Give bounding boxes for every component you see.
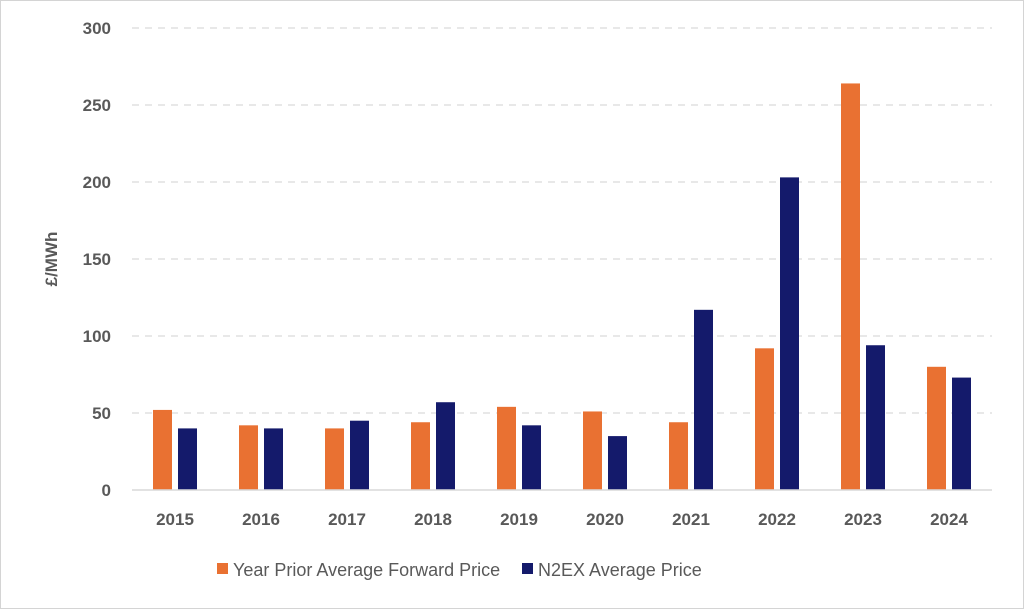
bar-n2ex-price-2017 — [350, 420, 369, 490]
y-tick-label: 200 — [83, 173, 111, 192]
bar-forward-price-2019 — [497, 406, 516, 490]
bar-n2ex-price-2020 — [608, 436, 627, 490]
x-tick-label: 2018 — [414, 510, 452, 529]
bar-n2ex-price-2021 — [694, 309, 713, 490]
y-tick-label: 250 — [83, 96, 111, 115]
y-tick-label: 150 — [83, 250, 111, 269]
legend: Year Prior Average Forward Price N2EX Ave… — [217, 560, 702, 580]
bar-forward-price-2018 — [411, 422, 430, 490]
x-tick-label: 2023 — [844, 510, 882, 529]
bar-n2ex-price-2024 — [952, 377, 971, 490]
bar-forward-price-2020 — [583, 411, 602, 490]
y-tick-label: 0 — [102, 481, 111, 500]
bar-n2ex-price-2015 — [178, 428, 197, 490]
bar-n2ex-price-2022 — [780, 177, 799, 490]
legend-label: N2EX Average Price — [538, 560, 702, 580]
legend-item: N2EX Average Price — [522, 560, 702, 580]
x-tick-label: 2024 — [930, 510, 968, 529]
x-tick-label: 2016 — [242, 510, 280, 529]
legend-item: Year Prior Average Forward Price — [217, 560, 500, 580]
legend-swatch — [522, 563, 533, 574]
bar-forward-price-2021 — [669, 422, 688, 490]
bars — [153, 83, 971, 490]
gridlines — [132, 27, 992, 414]
bar-n2ex-price-2016 — [264, 428, 283, 490]
bar-forward-price-2015 — [153, 409, 172, 490]
y-tick-label: 300 — [83, 19, 111, 38]
bar-forward-price-2022 — [755, 348, 774, 490]
x-tick-label: 2019 — [500, 510, 538, 529]
bar-n2ex-price-2023 — [866, 345, 885, 490]
x-tick-label: 2021 — [672, 510, 710, 529]
y-tick-label: 50 — [92, 404, 111, 423]
y-axis-ticks: 0 50 100 150 200 250 300 — [83, 19, 111, 500]
bar-n2ex-price-2019 — [522, 425, 541, 490]
x-tick-label: 2017 — [328, 510, 366, 529]
bar-forward-price-2023 — [841, 83, 860, 490]
y-tick-label: 100 — [83, 327, 111, 346]
x-tick-label: 2020 — [586, 510, 624, 529]
y-axis-label: £/MWh — [42, 232, 61, 287]
bar-n2ex-price-2018 — [436, 402, 455, 490]
legend-label: Year Prior Average Forward Price — [233, 560, 500, 580]
x-tick-label: 2015 — [156, 510, 194, 529]
bar-forward-price-2024 — [927, 366, 946, 490]
bar-forward-price-2017 — [325, 428, 344, 490]
x-axis-ticks: 2015 2016 2017 2018 2019 2020 2021 2022 2023 2024 — [156, 510, 968, 529]
x-tick-label: 2022 — [758, 510, 796, 529]
bar-forward-price-2016 — [239, 425, 258, 490]
legend-swatch — [217, 563, 228, 574]
